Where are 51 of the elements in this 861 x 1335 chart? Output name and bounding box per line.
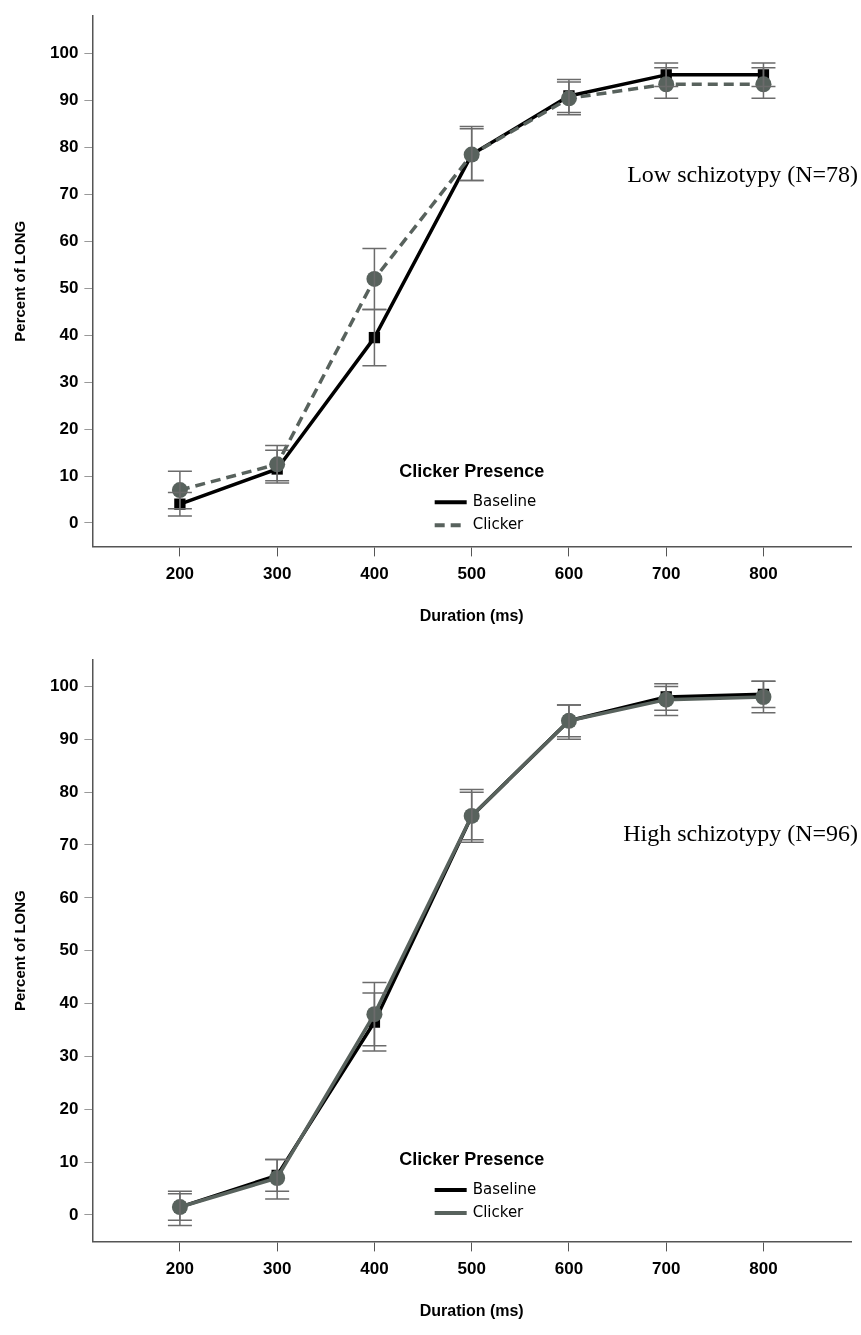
legend-label: Clicker bbox=[472, 1202, 525, 1221]
legend-label: Baseline bbox=[472, 492, 537, 511]
x-tick-label: 600 bbox=[554, 564, 584, 584]
x-tick-label: 800 bbox=[749, 1259, 778, 1279]
point bbox=[366, 270, 383, 287]
y-tick-label: 40 bbox=[59, 324, 79, 344]
x-tick-label: 200 bbox=[165, 564, 195, 584]
y-axis-title: Percent of LONG bbox=[11, 220, 29, 342]
y-tick-label: 0 bbox=[68, 1204, 79, 1224]
point bbox=[366, 1006, 383, 1023]
y-tick-label: 80 bbox=[59, 781, 79, 801]
y-tick-label: 10 bbox=[59, 465, 79, 485]
x-axis-title: Duration (ms) bbox=[419, 606, 524, 624]
y-tick-label: 90 bbox=[59, 728, 79, 748]
y-tick-label: 40 bbox=[59, 993, 79, 1013]
legend-title: Clicker Presence bbox=[399, 1148, 545, 1169]
annotation: Low schizotypy (N=78) bbox=[627, 160, 858, 187]
y-tick-label: 50 bbox=[59, 278, 79, 298]
x-tick-label: 700 bbox=[652, 564, 681, 584]
y-tick-label: 70 bbox=[59, 184, 79, 204]
x-tick-label: 300 bbox=[262, 564, 292, 584]
y-tick-label: 30 bbox=[59, 1046, 79, 1066]
y-axis-title: Percent of LONG bbox=[11, 890, 29, 1012]
y-tick-label: 80 bbox=[59, 137, 79, 157]
y-tick-label: 10 bbox=[59, 1151, 79, 1171]
y-tick-label: 60 bbox=[59, 887, 79, 907]
y-tick-label: 90 bbox=[59, 90, 79, 110]
y-tick-label: 100 bbox=[49, 43, 79, 63]
y-tick-label: 60 bbox=[59, 231, 79, 251]
y-tick-label: 70 bbox=[59, 834, 79, 854]
y-tick-label: 20 bbox=[59, 418, 79, 438]
x-tick-label: 600 bbox=[554, 1259, 584, 1279]
legend-label: Clicker bbox=[472, 515, 525, 534]
y-tick-label: 50 bbox=[59, 940, 79, 960]
y-tick-label: 100 bbox=[49, 676, 79, 696]
legend-label: Baseline bbox=[472, 1179, 537, 1198]
x-tick-label: 800 bbox=[749, 564, 778, 584]
y-tick-label: 30 bbox=[59, 371, 79, 391]
point bbox=[755, 689, 772, 705]
legend-title: Clicker Presence bbox=[399, 461, 545, 482]
x-tick-label: 300 bbox=[262, 1259, 292, 1279]
x-tick-label: 400 bbox=[360, 564, 389, 584]
y-tick-label: 20 bbox=[59, 1098, 79, 1118]
x-tick-label: 500 bbox=[457, 564, 486, 584]
x-axis-title: Duration (ms) bbox=[419, 1301, 524, 1319]
y-tick-label: 0 bbox=[68, 512, 79, 532]
x-tick-label: 500 bbox=[457, 1259, 486, 1279]
x-tick-label: 700 bbox=[652, 1259, 681, 1279]
x-tick-label: 200 bbox=[165, 1259, 195, 1279]
annotation: High schizotypy (N=96) bbox=[623, 819, 858, 846]
x-tick-label: 400 bbox=[360, 1259, 389, 1279]
